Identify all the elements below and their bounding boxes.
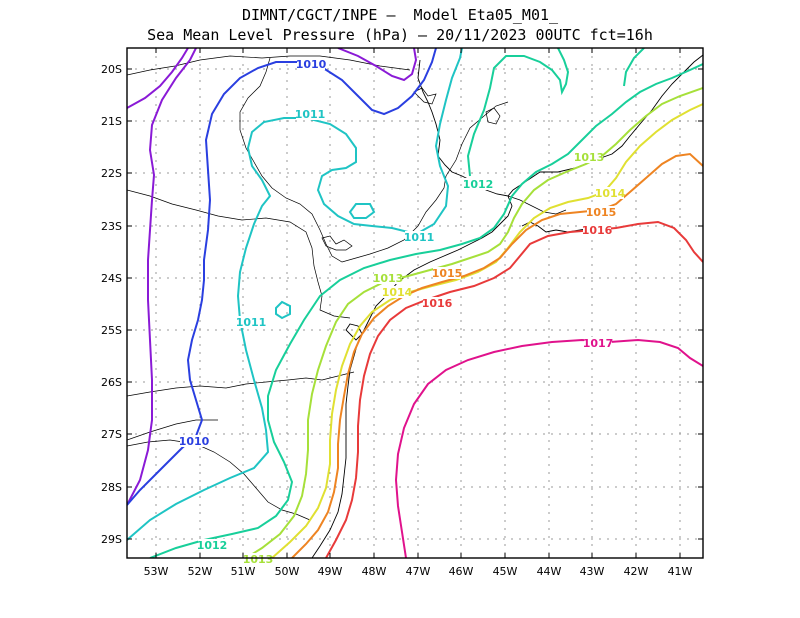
isobar-1010 [127,48,437,506]
lat-tick-label: 29S [101,533,122,546]
coastline-south [311,195,513,558]
contour-label-bg [244,553,272,565]
lat-tick-label: 23S [101,220,122,233]
isobar-value-label: 1015 [586,206,617,219]
reservoir [413,87,437,105]
contour-label-bg [464,178,492,190]
lat-tick-label: 27S [101,428,122,441]
coastline [417,54,703,197]
contour-label-bg [180,435,208,447]
isobar-1009-west [127,48,189,109]
isobar-1016 [325,220,703,558]
state-border [127,371,355,397]
lon-tick-label: 47W [406,565,431,578]
state-border [445,101,509,177]
isobar-value-label: 1016 [422,297,453,310]
isobar-value-label: 1010 [179,435,210,448]
plot-frame [126,47,704,559]
contour-label-bg [575,151,603,163]
contour-label-bg [583,224,611,236]
contour-label-bg [296,108,324,120]
contour-label-bg [584,337,612,349]
lon-tick-label: 42W [624,565,649,578]
isobar-lines [127,48,703,558]
reservoir [321,235,353,251]
isobar-value-label: 1014 [595,187,626,200]
state-border [507,195,567,215]
isobar-1012 [149,63,703,558]
lon-tick-label: 46W [449,565,474,578]
lat-tick-label: 22S [101,167,122,180]
isobar-value-label: 1012 [463,178,494,191]
isobar-value-label: 1016 [582,224,613,237]
isobar-value-label: 1017 [583,337,614,350]
contour-label-bg [297,58,325,70]
contour-label-bg [587,206,615,218]
lat-tick-label: 28S [101,481,122,494]
isobar-value-label: 1013 [574,151,605,164]
contour-labels: 1010101110111011101210131013101410141015… [179,58,626,566]
contour-label-bg [383,286,411,298]
contour-label-bg [405,231,433,243]
lon-tick-label: 51W [231,565,256,578]
lon-tick-label: 53W [144,565,169,578]
contour-label-bg [237,316,265,328]
isobar-1012-ne [623,48,645,87]
title-line-2: Sea Mean Level Pressure (hPa) – 20/11/20… [147,26,653,44]
isobar-1009-south [127,48,197,506]
title-line-1: DIMNT/CGCT/INPE – Model Eta05_M01_ [241,6,559,24]
lon-tick-label: 44W [537,565,562,578]
isobar-1015 [291,152,703,558]
bay-paranagua [345,323,363,341]
state-border [127,55,411,76]
isobar-value-label: 1013 [373,272,404,285]
lon-tick-label: 41W [668,565,693,578]
isobar-value-label: 1011 [236,316,267,329]
isobar-1011-ring [275,300,291,320]
lon-tick-label: 45W [493,565,518,578]
state-border [239,57,447,263]
lon-tick-label: 43W [580,565,605,578]
isobar-1012-north [466,48,570,177]
isobar-value-label: 1014 [382,286,413,299]
lon-tick-label: 48W [362,565,387,578]
contour-label-bg [423,297,451,309]
isobar-value-label: 1015 [432,267,463,280]
lon-tick-label: 49W [318,565,343,578]
state-border [127,419,218,441]
isobar-1017 [394,338,703,558]
isobar-1009-north [337,48,418,82]
isobar-value-label: 1011 [404,231,435,244]
isobar-1014 [271,103,703,558]
contour-label-bg [198,539,226,551]
state-border [127,189,351,319]
isobar-value-label: 1010 [296,58,327,71]
isobar-value-label: 1012 [197,539,228,552]
isobar-1011 [127,48,463,541]
lat-tick-label: 21S [101,115,122,128]
contour-label-bg [596,187,624,199]
lat-tick-label: 20S [101,63,122,76]
latitude-axis: 20S 21S 22S 23S 24S 25S 26S 27S 28S 29S [101,63,703,546]
isobar-value-label: 1013 [243,553,274,566]
lat-tick-label: 25S [101,324,122,337]
isobar-value-label: 1011 [295,108,326,121]
coastline-and-borders [127,54,703,558]
lon-tick-label: 50W [275,565,300,578]
reservoir [485,107,501,125]
lat-tick-label: 24S [101,272,122,285]
isobar-1011-ring [348,203,376,219]
longitude-axis: 53W 52W 51W 50W 49W 48W 47W 46W 45W 44W 43W 42W 41W [144,48,693,578]
isobar-1013 [245,87,703,558]
lat-lon-grid [127,48,703,558]
contour-label-bg [433,267,461,279]
lon-tick-label: 52W [188,565,213,578]
lat-tick-label: 26S [101,376,122,389]
contour-label-bg [374,272,402,284]
state-border [127,439,311,521]
